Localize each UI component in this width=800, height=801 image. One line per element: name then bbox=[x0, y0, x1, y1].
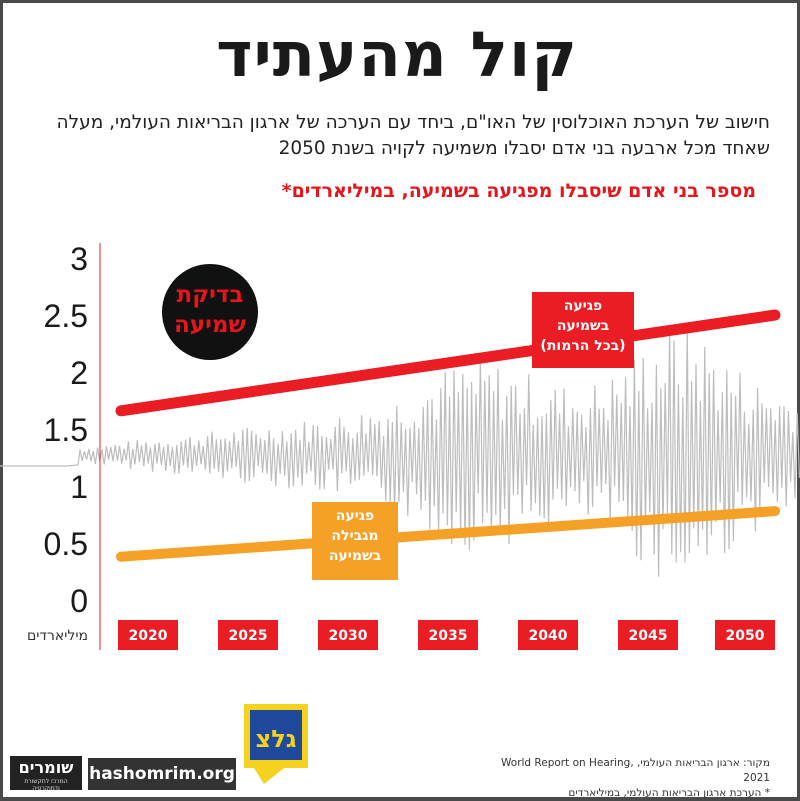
y-tick-label: 0 bbox=[70, 583, 88, 619]
source-line: מקור: ארגון הבריאות העולמי, World Report… bbox=[501, 757, 770, 784]
series-label-line: בשמיעה bbox=[556, 318, 610, 334]
x-tick-label: 2035 bbox=[429, 628, 468, 644]
series-label-line: פגיעה bbox=[563, 298, 603, 314]
series-label-all-levels: פגיעה בשמיעה (בכל הרמות) bbox=[532, 292, 634, 368]
series-label-line: בשמיעה bbox=[328, 548, 382, 564]
x-tick-box bbox=[318, 620, 378, 650]
x-tick-box bbox=[418, 620, 478, 650]
x-tick-label: 2040 bbox=[529, 628, 568, 644]
x-tick-label: 2045 bbox=[629, 628, 668, 644]
y-axis-ticks: 0 0.5 1 1.5 2 2.5 3 מיליארדים bbox=[27, 241, 88, 644]
y-unit-label: מיליארדים bbox=[27, 628, 88, 644]
x-tick-box bbox=[618, 620, 678, 650]
x-tick-box bbox=[218, 620, 278, 650]
y-tick-label: 2.5 bbox=[44, 298, 88, 334]
x-tick-label: 2050 bbox=[726, 628, 765, 644]
x-tick-box bbox=[118, 620, 178, 650]
series-line-disabling bbox=[116, 506, 780, 562]
glz-logo-text: גלצ bbox=[256, 725, 297, 753]
y-tick-label: 2 bbox=[70, 355, 88, 391]
sound-wave-decoration bbox=[0, 326, 800, 577]
series-label-line: פגיעה bbox=[335, 508, 375, 524]
y-tick-label: 1.5 bbox=[44, 412, 88, 448]
glz-logo: גלצ bbox=[244, 704, 308, 784]
sound-wave-path bbox=[0, 326, 800, 577]
y-tick-label: 3 bbox=[70, 241, 88, 277]
x-tick-label: 2025 bbox=[229, 628, 268, 644]
series-label-line: (בכל הרמות) bbox=[540, 338, 626, 354]
x-tick-box bbox=[518, 620, 578, 650]
logo-tagline: המרכז לתקשורת ודמוקרטיה bbox=[24, 778, 68, 792]
series-label-disabling: פגיעה מגבילה בשמיעה bbox=[312, 502, 398, 580]
x-tick-label: 2020 bbox=[129, 628, 168, 644]
series-line-all-levels bbox=[115, 309, 781, 417]
y-tick-label: 0.5 bbox=[44, 526, 88, 562]
series-label-line: מגבילה bbox=[331, 528, 379, 544]
hearing-test-badge: בדיקת שמיעה bbox=[162, 264, 258, 360]
badge-line-1: בדיקת bbox=[176, 282, 244, 308]
hashomrim-logo: שומרים המרכז לתקשורת ודמוקרטיה bbox=[10, 756, 82, 792]
site-url[interactable]: hashomrim.org bbox=[88, 758, 236, 790]
x-axis-ticks: 2020 2025 2030 2035 2040 2045 2050 bbox=[118, 620, 775, 650]
page-title: קול מהעתיד bbox=[216, 18, 578, 91]
logo-name: שומרים bbox=[18, 758, 74, 777]
series-lines bbox=[115, 309, 781, 562]
x-tick-box bbox=[715, 620, 775, 650]
note-line: * הערכת ארגון הבריאות העולמי, במיליארדים bbox=[568, 787, 770, 799]
page-subtitle: חישוב של הערכת האוכלוסין של האו"ם, ביחד … bbox=[56, 112, 770, 159]
chart-title: מספר בני אדם שיסבלו מפגיעה בשמיעה, במילי… bbox=[281, 180, 756, 202]
y-tick-label: 1 bbox=[70, 469, 88, 505]
badge-line-2: שמיעה bbox=[174, 312, 246, 338]
footer-source: מקור: ארגון הבריאות העולמי, World Report… bbox=[480, 756, 770, 801]
x-tick-label: 2030 bbox=[329, 628, 368, 644]
